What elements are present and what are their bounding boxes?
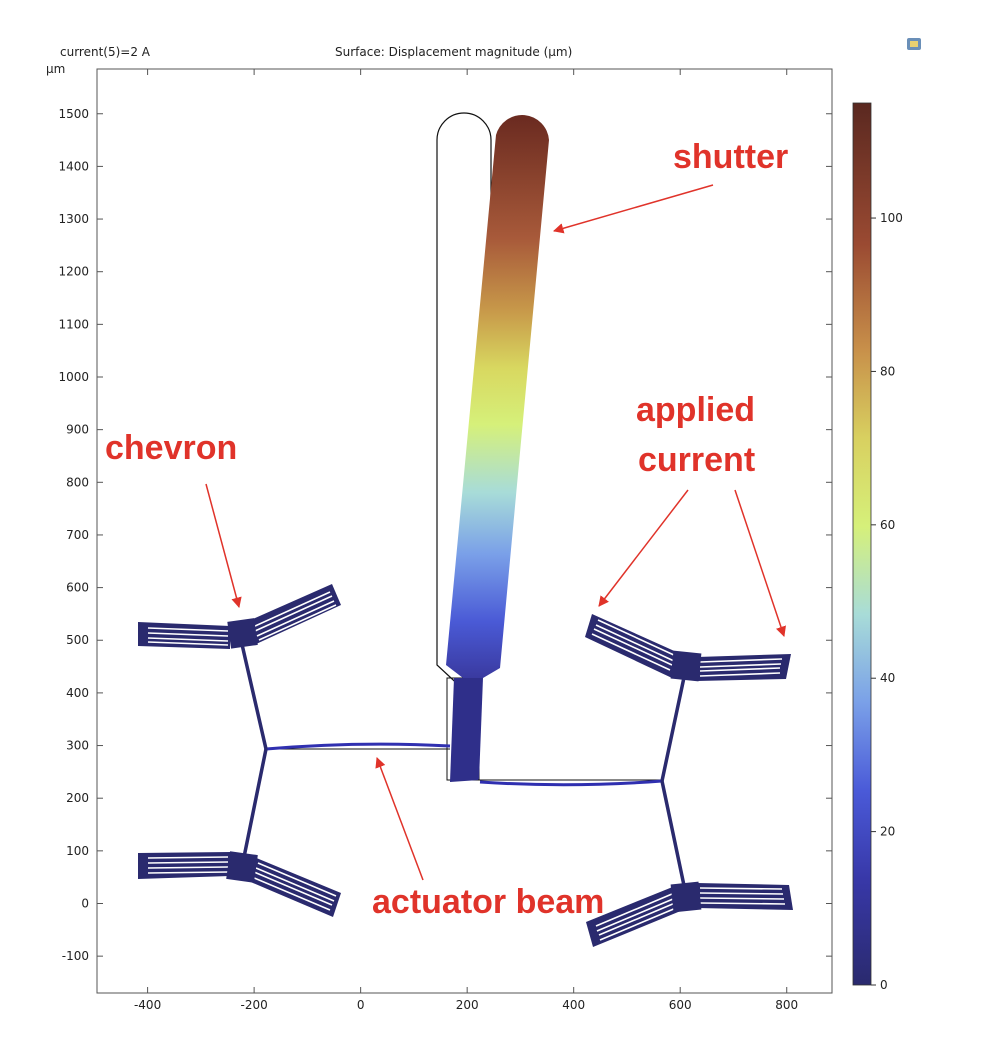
actuator-beam-left xyxy=(265,742,451,751)
colorbar xyxy=(852,102,872,986)
colorbar-tick-label: 20 xyxy=(880,825,895,839)
y-axis: -100 0 100 200 300 400 500 600 700 800 900 1000 1100… xyxy=(58,107,832,963)
x-tick-label: 600 xyxy=(669,998,692,1012)
annotation-applied-label: applied xyxy=(636,391,755,429)
annotation-actuator-label: actuator beam xyxy=(372,883,604,921)
plot-window-icon[interactable] xyxy=(907,38,921,50)
y-tick-label: 1300 xyxy=(58,212,89,226)
right-linkage xyxy=(660,667,688,896)
y-tick-label: 1000 xyxy=(58,370,89,384)
y-tick-label: 1100 xyxy=(58,317,89,331)
annotation-chevron-label: chevron xyxy=(105,429,237,467)
actuator-beam-right xyxy=(478,779,663,787)
y-unit-label: µm xyxy=(46,62,65,76)
y-tick-label: 600 xyxy=(66,581,89,595)
x-axis: -400 -200 0 200 400 600 800 xyxy=(134,69,798,1012)
parameter-label: current(5)=2 A xyxy=(60,45,151,59)
y-tick-label: 1500 xyxy=(58,107,89,121)
x-tick-label: -200 xyxy=(241,998,268,1012)
x-tick-label: 200 xyxy=(456,998,479,1012)
shutter-stem xyxy=(450,678,483,782)
y-tick-label: 500 xyxy=(66,633,89,647)
x-tick-label: -400 xyxy=(134,998,161,1012)
plot-title: Surface: Displacement magnitude (µm) xyxy=(335,45,572,59)
y-tick-label: 100 xyxy=(66,844,89,858)
chevron-lower-right xyxy=(586,881,793,947)
colorbar-tick-label: 40 xyxy=(880,671,895,685)
y-tick-label: 1400 xyxy=(58,159,89,173)
y-tick-label: 0 xyxy=(81,896,89,910)
left-linkage xyxy=(239,639,268,863)
shutter-deformed xyxy=(446,115,549,678)
shutter-undeformed-outline xyxy=(436,112,492,691)
y-tick-label: 400 xyxy=(66,686,89,700)
chevron-upper-right xyxy=(585,614,791,682)
annotation-shutter-label: shutter xyxy=(673,138,788,176)
chevron-lower-left xyxy=(138,851,341,917)
annotation-applied-current: applied current xyxy=(598,391,786,637)
chevron-upper-left xyxy=(138,584,341,649)
y-tick-label: 800 xyxy=(66,475,89,489)
annotation-chevron: chevron xyxy=(105,429,242,609)
colorbar-tick-label: 60 xyxy=(880,518,895,532)
y-tick-label: 1200 xyxy=(58,265,89,279)
y-tick-label: 300 xyxy=(66,739,89,753)
colorbar-ticks: 0 20 40 60 80 100 xyxy=(871,211,903,992)
x-tick-label: 0 xyxy=(357,998,365,1012)
annotation-shutter: shutter xyxy=(552,138,788,234)
y-tick-label: -100 xyxy=(62,949,89,963)
mems-structure xyxy=(138,112,793,947)
colorbar-tick-label: 0 xyxy=(880,978,888,992)
x-tick-label: 400 xyxy=(562,998,585,1012)
annotation-current-label: current xyxy=(638,441,755,479)
colorbar-tick-label: 100 xyxy=(880,211,903,225)
y-tick-label: 200 xyxy=(66,791,89,805)
y-tick-label: 700 xyxy=(66,528,89,542)
x-tick-label: 800 xyxy=(775,998,798,1012)
annotation-actuator-beam: actuator beam xyxy=(372,757,604,921)
colorbar-tick-label: 80 xyxy=(880,364,895,378)
y-tick-label: 900 xyxy=(66,423,89,437)
